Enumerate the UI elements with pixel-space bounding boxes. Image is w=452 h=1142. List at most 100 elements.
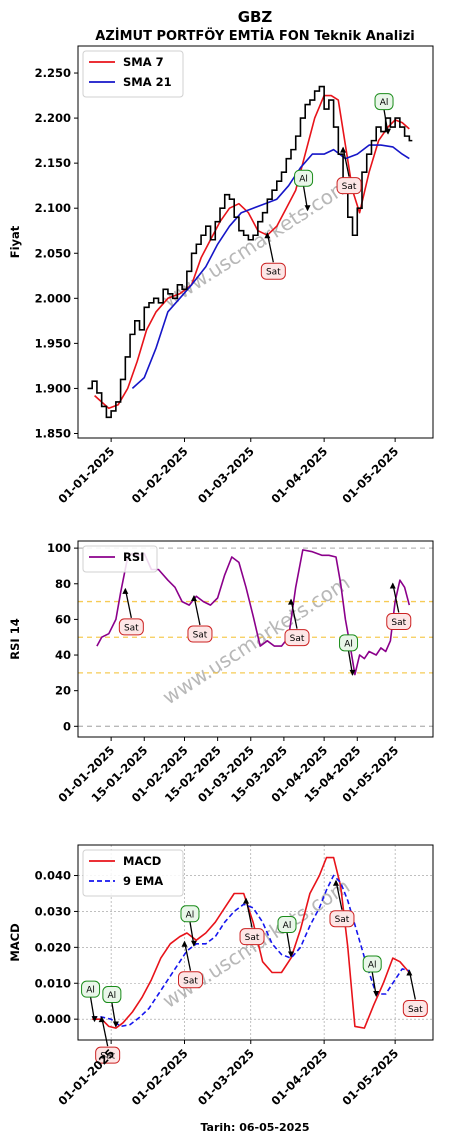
- macd-signal-badge-5: [239, 928, 265, 946]
- rsi-signal-arrowhead-1: [190, 595, 197, 602]
- price-ytick-label-4: 2.050: [35, 246, 71, 260]
- macd-ytick-label-0: 0.000: [35, 1012, 71, 1026]
- rsi-ytick-label-3: 60: [55, 612, 71, 626]
- macd-macd-series-line: [92, 856, 410, 1029]
- macd-ytick-label-3: 0.030: [35, 904, 71, 918]
- price-signal-arrowhead-1: [304, 205, 311, 212]
- macd-signal-label-5: Sat: [245, 933, 260, 943]
- price-signal-arrowhead-3: [385, 128, 392, 135]
- price-ytick-label-6: 2.150: [35, 156, 71, 170]
- rsi-ytick-label-1: 20: [55, 684, 71, 698]
- macd-signal-label-9: Sat: [408, 1005, 423, 1015]
- macd-series-group: [92, 856, 410, 1029]
- macd-signal-arrowhead-4: [190, 940, 197, 947]
- price-legend-label-sma21: SMA 21: [123, 75, 172, 89]
- macd-signal-arrowhead-5: [243, 897, 250, 904]
- macd-ytick-label-4: 0.040: [35, 869, 71, 883]
- macd-signal-label-1: Sat: [100, 1052, 115, 1062]
- macd-signal-badge-3: [178, 971, 203, 989]
- macd-ytick-label-1: 0.010: [35, 976, 71, 990]
- price-sma21-series-line: [131, 144, 410, 389]
- macd-signal-arrowhead-2: [112, 1021, 119, 1028]
- macd-plot-frame: [77, 844, 434, 1041]
- rsi-signal-label-4: Sat: [391, 618, 406, 628]
- macd-signal-arrowhead-8: [373, 991, 380, 998]
- rsi-signal-label-3: Al: [344, 639, 353, 649]
- price-ytick-label-8: 2.250: [35, 66, 71, 80]
- rsi-signal-badge-3: [339, 634, 359, 652]
- price-ytick-label-7: 2.200: [35, 111, 71, 125]
- footer-date-label: Tarih: 06-05-2025: [200, 1121, 309, 1134]
- macd-signal-badge-4: [180, 905, 200, 923]
- price-signal-badge-3: [374, 93, 394, 111]
- price-sma7-series-line: [94, 94, 410, 410]
- rsi-signal-label-2: Sat: [290, 634, 305, 644]
- price-legend-label-sma7: SMA 7: [123, 55, 164, 69]
- figure-ticker: GBZ: [238, 8, 273, 26]
- rsi-ytick-label-5: 100: [47, 541, 71, 555]
- rsi-signal-label-0: Sat: [124, 623, 139, 633]
- macd-signal-label-4: Al: [186, 910, 195, 920]
- macd-signal-badge-7: [329, 910, 355, 928]
- rsi-ylabel: RSI 14: [8, 618, 22, 659]
- price-series-group: [87, 85, 413, 419]
- rsi-ytick-label-4: 80: [55, 577, 71, 591]
- macd-ytick-label-2: 0.020: [35, 940, 71, 954]
- macd-signal-arrowhead-6: [288, 951, 294, 958]
- rsi-signal-badge-4: [386, 613, 412, 631]
- macd-signal-label-8: Al: [368, 961, 377, 971]
- macd-signal-label-0: Al: [86, 986, 95, 996]
- macd-signal-series-line: [92, 874, 410, 1028]
- price-signal-label-1: Al: [299, 175, 308, 185]
- price-signal-label-2: Sat: [342, 182, 357, 192]
- price-signal-badge-2: [336, 177, 362, 195]
- macd-signal-arrowhead-3: [181, 940, 188, 947]
- price-ytick-label-1: 1.900: [35, 381, 71, 395]
- rsi-legend-box: [82, 545, 158, 573]
- rsi-signal-badge-1: [187, 625, 213, 643]
- price-signal-label-3: Al: [380, 98, 389, 108]
- price-series-line: [87, 85, 413, 419]
- macd-signal-badge-8: [362, 955, 382, 973]
- price-ytick-label-0: 1.850: [35, 426, 71, 440]
- macd-signal-arrowhead-1: [98, 1016, 105, 1023]
- rsi-legend-label-rsi: RSI: [123, 550, 144, 564]
- rsi-signal-arrowhead-3: [349, 669, 356, 676]
- macd-signal-label-6: Al: [283, 921, 292, 931]
- macd-signal-label-2: Al: [108, 991, 117, 1001]
- macd-signal-arrowhead-9: [406, 969, 413, 976]
- macd-ylabel: MACD: [8, 923, 22, 961]
- macd-legend-label-signal: 9 EMA: [123, 874, 163, 888]
- macd-signal-badge-0: [81, 980, 101, 998]
- macd-signal-badge-9: [402, 999, 428, 1017]
- macd-signal-badge-6: [277, 916, 297, 934]
- macd-signal-arrowhead-0: [91, 1016, 98, 1023]
- macd-signal-arrowhead-7: [332, 879, 339, 886]
- rsi-signal-badge-0: [118, 618, 144, 636]
- price-ylabel: Fiyat: [8, 225, 22, 258]
- macd-signal-label-3: Sat: [183, 976, 198, 986]
- rsi-signal-arrowhead-0: [122, 587, 129, 594]
- rsi-signal-arrowhead-2: [288, 598, 294, 605]
- price-chart-title: AZİMUT PORTFÖY EMTİA FON Teknik Analizi: [95, 28, 414, 44]
- rsi-signal-label-1: Sat: [193, 631, 208, 641]
- macd-legend-label-macd: MACD: [123, 854, 161, 868]
- rsi-signal-badge-2: [284, 629, 310, 647]
- price-ytick-label-5: 2.100: [35, 201, 71, 215]
- price-signal-badge-0: [260, 262, 286, 280]
- macd-signal-badge-1: [95, 1046, 121, 1064]
- macd-signal-badge-2: [102, 986, 122, 1004]
- price-plot-frame: [77, 45, 434, 439]
- price-signal-arrowhead-0: [264, 232, 271, 239]
- rsi-signal-arrowhead-4: [389, 582, 396, 589]
- price-signal-arrowhead-2: [340, 146, 347, 153]
- rsi-ytick-label-2: 40: [55, 648, 71, 662]
- rsi-ytick-label-0: 0: [63, 719, 71, 733]
- price-signal-badge-1: [294, 169, 314, 187]
- price-ytick-label-3: 2.000: [35, 291, 71, 305]
- macd-signal-label-7: Sat: [335, 915, 350, 925]
- rsi-plot-frame: [77, 540, 434, 738]
- price-ytick-label-2: 1.950: [35, 336, 71, 350]
- price-signal-label-0: Sat: [266, 268, 281, 278]
